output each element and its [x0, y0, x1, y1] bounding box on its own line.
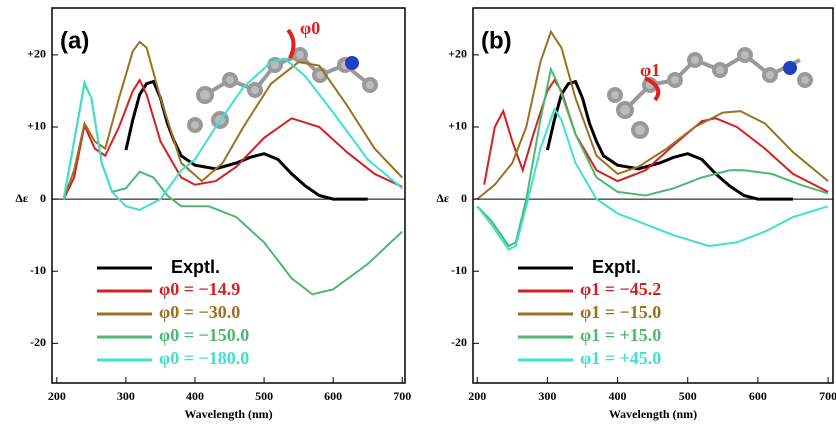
x-axis-label: Wavelength (nm) [184, 407, 272, 421]
y-tick-label: 0 [461, 191, 467, 205]
x-tick-label: 200 [48, 389, 66, 403]
x-tick-label: 700 [393, 389, 411, 403]
x-axis-label: Wavelength (nm) [609, 407, 697, 421]
panel-label: (b) [481, 27, 512, 54]
panel-label: (a) [60, 27, 89, 54]
x-tick-label: 700 [819, 389, 836, 403]
y-axis-label: Δε [436, 191, 449, 205]
x-tick-label: 600 [324, 389, 342, 403]
legend-label: φ1 = +15.0 [580, 325, 661, 345]
y-tick-label: +10 [448, 119, 467, 133]
legend-label: Exptl. [592, 257, 641, 277]
y-tick-label: -10 [30, 263, 46, 277]
legend-label: Exptl. [171, 257, 220, 277]
y-tick-label: -20 [30, 335, 46, 349]
x-tick-label: 400 [609, 389, 627, 403]
series-line [126, 82, 368, 200]
x-tick-label: 300 [117, 389, 135, 403]
legend-label: φ1 = +45.0 [580, 348, 661, 368]
x-tick-label: 500 [255, 389, 273, 403]
x-tick-label: 400 [186, 389, 204, 403]
y-tick-label: +10 [27, 119, 46, 133]
y-tick-label: +20 [448, 47, 467, 61]
x-tick-label: 500 [679, 389, 697, 403]
y-tick-label: -20 [451, 335, 467, 349]
legend-label: φ1 = −15.0 [580, 302, 661, 322]
y-tick-label: +20 [27, 47, 46, 61]
torsion-arrow [288, 30, 294, 58]
legend-label: φ0 = −180.0 [159, 348, 249, 368]
y-tick-label: -10 [451, 263, 467, 277]
legend-label: φ0 = −150.0 [159, 325, 249, 345]
x-tick-label: 200 [468, 389, 486, 403]
x-tick-label: 600 [749, 389, 767, 403]
series-line [547, 82, 793, 200]
legend-label: φ1 = −45.2 [580, 279, 661, 299]
y-tick-label: 0 [40, 191, 46, 205]
x-tick-label: 300 [538, 389, 556, 403]
series-line [64, 80, 403, 199]
y-axis-label: Δε [15, 191, 28, 205]
molecule-a [189, 49, 376, 131]
legend-label: φ0 = −30.0 [159, 302, 240, 322]
annotation: φ0 [300, 18, 320, 38]
annotation: φ1 [640, 60, 660, 80]
figure: 200 300 400 500 600 700 +20 +10 0 -10 -20 Δε Wavelen… [0, 0, 836, 433]
legend-label: φ0 = −14.9 [159, 279, 240, 299]
